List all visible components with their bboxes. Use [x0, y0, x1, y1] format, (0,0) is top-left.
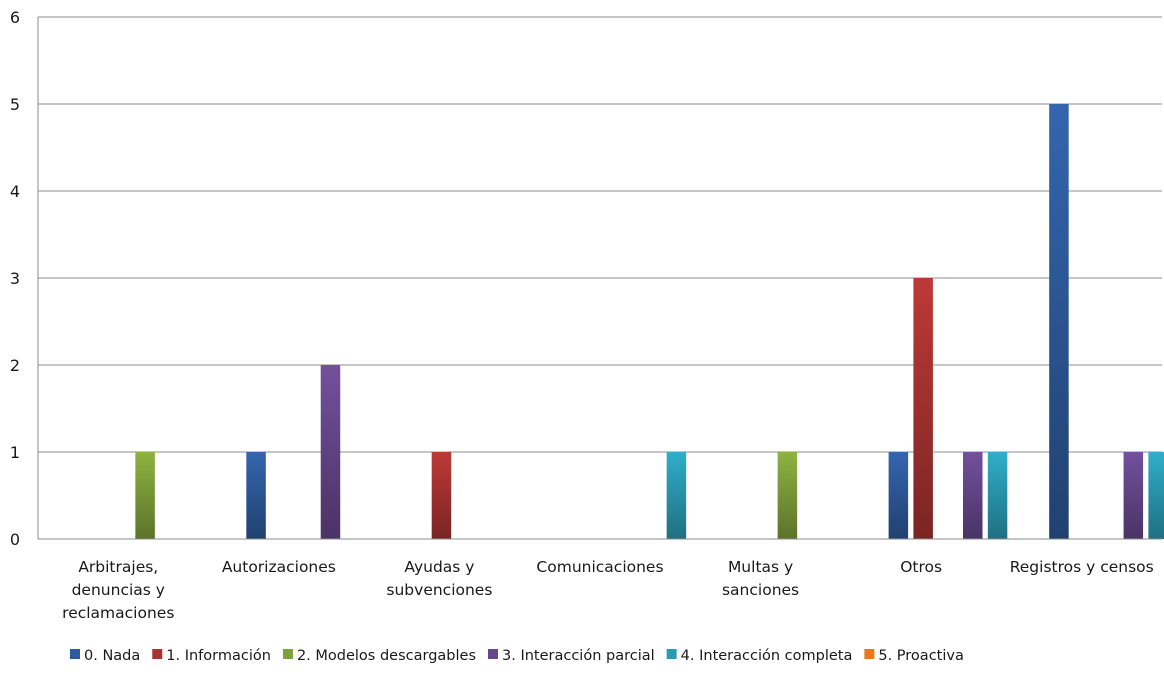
legend-item: 1. Información	[152, 648, 271, 664]
legend-swatch	[70, 649, 80, 659]
legend-item: 3. Interacción parcial	[488, 648, 655, 664]
legend-label: 0. Nada	[84, 648, 140, 664]
bar-0-1	[246, 452, 266, 539]
legend-swatch	[864, 649, 875, 659]
bar-1-5	[913, 278, 933, 539]
bar-4-5	[987, 452, 1008, 539]
x-tick-label-line: Autorizaciones	[222, 558, 336, 576]
y-tick-label: 2	[10, 356, 20, 375]
x-tick-label-line: reclamaciones	[62, 604, 174, 622]
grid	[38, 16, 1162, 453]
x-tick-label-line: subvenciones	[386, 581, 492, 599]
x-axis-labels: Arbitrajes, denuncias y reclamaciones Autor…	[62, 558, 1154, 622]
legend-item: 2. Modelos descargables	[282, 648, 476, 664]
bar-4-3	[666, 452, 687, 539]
y-tick-label: 1	[10, 443, 20, 462]
y-tick-label: 5	[10, 95, 20, 114]
legend-item: 0. Nada	[70, 648, 140, 664]
y-tick-label: 0	[10, 530, 20, 549]
bar-3-6	[1123, 452, 1144, 539]
axes	[37, 17, 1162, 540]
legend-swatch	[282, 649, 293, 659]
x-tick-label: Ayudas y subvenciones	[386, 558, 492, 599]
x-tick-label-line: Registros y censos	[1010, 558, 1154, 576]
legend-label: 4. Interacción completa	[681, 648, 853, 664]
legend-label: 2. Modelos descargables	[297, 648, 476, 664]
legend-label: 3. Interacción parcial	[502, 648, 655, 664]
y-axis-ticks: 0 1 2 3 4 5 6	[10, 8, 20, 549]
bar-2-0	[135, 452, 155, 539]
legend: 0. Nada 1. Información 2. Modelos descarga…	[70, 648, 964, 664]
x-tick-label-line: Ayudas y	[404, 558, 474, 576]
bar-2-4	[777, 452, 798, 539]
legend-swatch	[666, 649, 677, 659]
x-tick-label-line: Comunicaciones	[536, 558, 663, 576]
x-tick-label-line: denuncias y	[72, 581, 165, 599]
y-tick-label: 3	[10, 269, 20, 288]
legend-label: 1. Información	[166, 648, 271, 664]
bar-0-5	[888, 452, 909, 539]
x-tick-label-line: Multas y	[728, 558, 793, 576]
bar-3-1	[320, 365, 341, 539]
x-tick-label-line: Arbitrajes,	[78, 558, 158, 576]
legend-item: 5. Proactiva	[864, 648, 964, 664]
x-tick-label: Arbitrajes, denuncias y reclamaciones	[62, 558, 174, 622]
y-tick-label: 6	[10, 8, 20, 27]
x-tick-label-line: Otros	[900, 558, 942, 576]
legend-item: 4. Interacción completa	[666, 648, 853, 664]
legend-label: 5. Proactiva	[878, 648, 964, 664]
bar-1-2	[431, 452, 452, 539]
x-tick-label: Comunicaciones	[536, 558, 663, 576]
bar-4-6	[1148, 452, 1164, 539]
x-tick-label-line: sanciones	[722, 581, 799, 599]
legend-swatch	[152, 649, 163, 659]
x-tick-label: Registros y censos	[1010, 558, 1154, 576]
y-tick-label: 4	[10, 182, 20, 201]
bar-0-6	[1049, 104, 1069, 539]
x-tick-label: Otros	[900, 558, 942, 576]
bar-3-5	[963, 452, 983, 539]
x-tick-label: Multas y sanciones	[722, 558, 799, 599]
x-tick-label: Autorizaciones	[222, 558, 336, 576]
legend-swatch	[488, 649, 498, 659]
bars	[135, 104, 1164, 539]
